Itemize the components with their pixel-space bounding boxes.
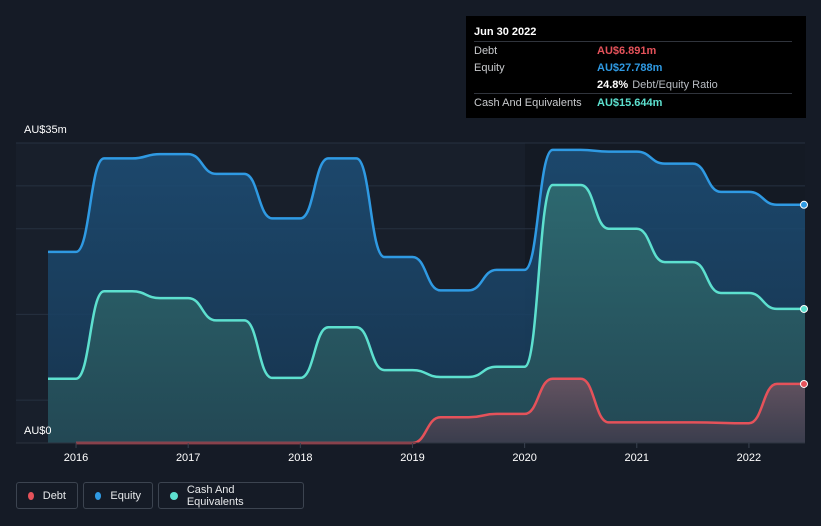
cash-end-marker[interactable]	[800, 304, 808, 313]
x-tick-label: 2017	[176, 452, 200, 464]
legend-label: Cash And Equivalents	[186, 483, 244, 508]
x-tick-label: 2018	[288, 452, 312, 464]
tooltip-ratio-caption: Debt/Equity Ratio	[632, 78, 718, 91]
tooltip-row-debt: Debt AU$6.891m	[474, 41, 792, 59]
equity-legend-dot-icon	[95, 491, 102, 500]
cash-line	[47, 183, 805, 380]
tooltip-debt-value: AU$6.891m	[597, 44, 657, 57]
debt-legend-dot-icon	[28, 491, 34, 500]
y-axis-max-label: AU$35m	[24, 124, 67, 136]
y-axis-min-label: AU$0	[24, 425, 52, 437]
x-axis-ticks: 2016 2017 2018 2019 2020 2021 2022	[64, 443, 761, 464]
legend-label: Debt	[42, 489, 66, 502]
tooltip-equity-value: AU$27.788m	[597, 61, 663, 74]
debt-area	[76, 378, 805, 443]
tooltip-row-ratio: 24.8% Debt/Equity Ratio	[474, 76, 792, 93]
data-tooltip: Jun 30 2022 Debt AU$6.891m Equity AU$27.…	[466, 16, 806, 118]
debt-line	[76, 377, 805, 445]
tooltip-label: Cash And Equivalents	[474, 96, 582, 109]
legend-item-debt[interactable]: Debt	[16, 482, 78, 509]
debt-end-marker[interactable]	[800, 379, 808, 388]
cash-legend-dot-icon	[170, 491, 178, 500]
legend-label: Equity	[110, 489, 141, 502]
tooltip-label: Debt	[474, 44, 498, 57]
equity-end-marker[interactable]	[800, 200, 808, 209]
tooltip-ratio-value: 24.8%	[597, 78, 629, 91]
x-tick-label: 2020	[512, 452, 536, 464]
tooltip-row-cash: Cash And Equivalents AU$15.644m	[474, 93, 792, 111]
tooltip-cash-value: AU$15.644m	[597, 96, 663, 109]
legend-item-cash[interactable]: Cash And Equivalents	[158, 482, 304, 509]
x-tick-label: 2019	[400, 452, 424, 464]
cash-area	[48, 185, 805, 443]
equity-line	[48, 148, 805, 292]
tooltip-date: Jun 30 2022	[474, 26, 537, 38]
x-tick-label: 2022	[737, 452, 761, 464]
tooltip-label: Equity	[474, 61, 505, 74]
tooltip-row-equity: Equity AU$27.788m	[474, 59, 792, 76]
legend-item-equity[interactable]: Equity	[83, 482, 153, 509]
x-tick-label: 2021	[625, 452, 649, 464]
x-tick-label: 2016	[64, 452, 88, 464]
